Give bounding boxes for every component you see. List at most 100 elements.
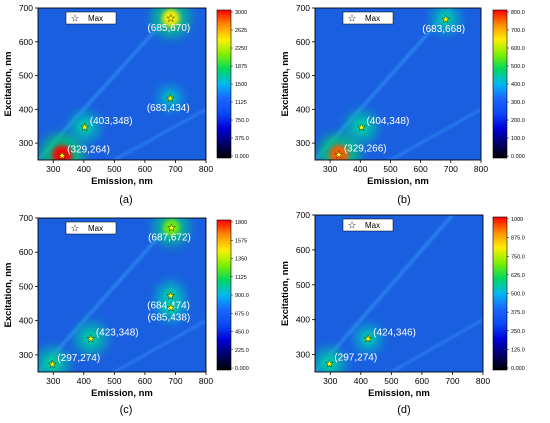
y-tick-label: 600 — [296, 37, 310, 47]
x-tick-label: 300 — [46, 164, 60, 174]
colorbar-tick-label: 750.0 — [235, 118, 249, 124]
x-tick-label: 700 — [168, 376, 182, 386]
legend-box — [65, 11, 117, 25]
colorbar-tick-label: 200.0 — [511, 118, 525, 124]
x-tick-label: 500 — [107, 376, 121, 386]
colorbar-tick-label: 0.000 — [511, 154, 525, 160]
scatter-band — [111, 319, 206, 372]
colorbar — [492, 216, 508, 371]
x-tick-label: 800 — [199, 164, 213, 174]
peak-marker-star-icon: ★ — [166, 93, 175, 104]
peak-core — [165, 92, 176, 104]
colorbar-tick-label: 1350 — [235, 257, 247, 263]
y-tick-label: 500 — [296, 71, 310, 81]
colorbar-tick-label: 875.0 — [511, 236, 525, 242]
panel-label: (c) — [120, 404, 133, 416]
y-tick-label: 300 — [19, 350, 33, 360]
y-tick-label: 400 — [296, 104, 310, 114]
colorbar-tick-label: 500.0 — [511, 64, 525, 70]
peak-annotation: (687,672) — [148, 233, 191, 244]
chart-panel: 300 400 500 600 700 800 300 400 500 600 700 Emissio… — [3, 3, 249, 206]
x-tick-label: 600 — [138, 164, 152, 174]
peak-marker-star-icon: ★ — [58, 151, 67, 162]
peak-marker-star-icon: ★ — [325, 359, 334, 370]
chart-panel: 300 400 500 600 700 800 300 400 500 600 700 Emissio… — [280, 3, 525, 206]
x-tick-label: 500 — [383, 164, 397, 174]
colorbar-tick-label: 400.0 — [511, 82, 525, 88]
peak-core — [329, 144, 349, 160]
axes-frame — [314, 7, 482, 161]
colorbar-tick-label: 900.0 — [235, 293, 249, 299]
peak-annotation: (424,346) — [373, 328, 416, 339]
colorbar-tick-label: 2625 — [235, 28, 247, 34]
colorbar-tick-label: 0.000 — [235, 366, 249, 372]
colorbar-tick-label: 225.0 — [235, 348, 249, 354]
x-tick-label: 400 — [77, 376, 91, 386]
x-tick-label: 400 — [77, 164, 91, 174]
x-tick-label: 800 — [474, 164, 488, 174]
y-tick-label: 700 — [19, 3, 33, 13]
scatter-band — [38, 218, 177, 372]
colorbar-tick-label: 3000 — [235, 10, 247, 16]
peak-annotation: (423,348) — [96, 327, 139, 338]
peak-annotation: (683,668) — [422, 24, 465, 35]
peak-annotation: (297,274) — [57, 353, 100, 364]
peak-core — [78, 120, 92, 134]
peak-annotation: (684,474) — [147, 300, 190, 311]
colorbar — [216, 9, 232, 159]
x-axis-label: Emission, nm — [368, 388, 430, 399]
legend-label: Max — [88, 224, 103, 233]
legend-star-icon: ☆ — [348, 221, 357, 232]
y-axis-label: Excitation, nm — [280, 52, 291, 117]
legend-star-icon: ☆ — [348, 14, 357, 25]
colorbar-tick-label: 625.0 — [511, 273, 525, 279]
panel-label: (d) — [397, 404, 410, 416]
x-axis-label: Emission, nm — [91, 388, 153, 399]
peak-marker-star-icon: ★ — [48, 359, 57, 370]
colorbar-tick-label: 1125 — [235, 275, 247, 281]
peak-annotation: (683,434) — [147, 103, 190, 114]
x-tick-label: 600 — [415, 376, 429, 386]
legend-box — [65, 221, 117, 235]
peak-marker-star-icon: ★ — [166, 291, 175, 302]
y-axis-label: Excitation, nm — [3, 263, 14, 328]
peak-marker-star-icon: ★ — [334, 150, 343, 161]
y-tick-label: 500 — [19, 71, 33, 81]
panel-label: (b) — [397, 194, 410, 206]
colorbar-tick-label: 0.000 — [235, 154, 249, 160]
legend-label: Max — [365, 14, 380, 23]
peak-annotation: (404,348) — [366, 116, 409, 127]
y-tick-label: 500 — [296, 280, 310, 290]
colorbar-tick-label: 375.0 — [235, 136, 249, 142]
scatter-band — [388, 318, 483, 372]
scatter-band — [111, 108, 206, 160]
peak-annotation: (403,348) — [90, 116, 133, 127]
peak-annotation: (685,670) — [147, 23, 190, 34]
y-tick-label: 700 — [296, 3, 310, 13]
scatter-band — [387, 108, 481, 160]
x-axis-label: Emission, nm — [91, 176, 153, 187]
peak-core — [52, 145, 73, 160]
x-axis-label: Emission, nm — [367, 176, 429, 187]
y-tick-label: 700 — [296, 210, 310, 220]
colorbar-tick-label: 0.000 — [511, 366, 525, 372]
panel-label: (a) — [119, 194, 132, 206]
legend-star-icon: ☆ — [71, 224, 80, 235]
legend-star-icon: ☆ — [71, 14, 80, 25]
y-tick-label: 600 — [296, 245, 310, 255]
x-tick-label: 500 — [107, 164, 121, 174]
colorbar-tick-label: 500.0 — [511, 292, 525, 298]
peak-annotation: (329,266) — [344, 144, 387, 155]
x-tick-label: 500 — [384, 376, 398, 386]
y-axis-label: Excitation, nm — [280, 261, 291, 326]
peak-core — [439, 12, 453, 26]
x-tick-label: 700 — [168, 164, 182, 174]
colorbar-tick-label: 375.0 — [511, 310, 525, 316]
peak-marker-star-icon: ★ — [357, 122, 366, 133]
peak-marker-star-icon: ★ — [441, 14, 450, 25]
x-tick-label: 600 — [138, 376, 152, 386]
x-tick-label: 400 — [353, 164, 367, 174]
plot-area — [38, 8, 206, 160]
y-axis-label: Excitation, nm — [3, 52, 14, 117]
